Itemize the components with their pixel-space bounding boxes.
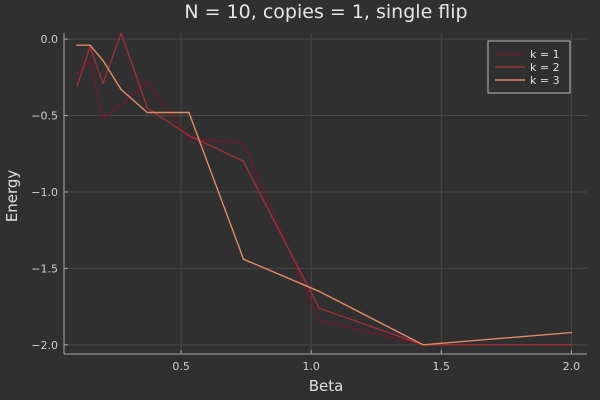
- chart-title: N = 10, copies = 1, single flip: [184, 1, 467, 23]
- series-k3-point-2: [102, 59, 104, 62]
- series-k3-point-4: [146, 111, 149, 114]
- series-k3-point-7: [318, 290, 320, 293]
- series-k2-point-0: [76, 85, 78, 88]
- axes: [63, 33, 587, 355]
- series: [76, 32, 573, 346]
- series-line-k2: [76, 32, 572, 346]
- y-tick-label-3: −1.5: [31, 262, 58, 275]
- series-line-k1: [76, 59, 572, 346]
- series-k2-point-6: [242, 160, 245, 163]
- series-k1-point-4: [146, 81, 149, 83]
- series-k2-point-7: [318, 307, 320, 309]
- legend-label-k3: k = 3: [530, 74, 560, 87]
- series-k3-point-1: [89, 44, 91, 46]
- series-k1-point-0: [76, 73, 78, 76]
- x-tick-label-3: 2.0: [563, 360, 581, 373]
- series-line-k3: [77, 44, 572, 346]
- series-k3-point-6: [242, 258, 245, 261]
- series-k1-point-1: [89, 59, 91, 62]
- y-tick-label-2: −1.0: [31, 186, 58, 199]
- series-k2-point-3: [120, 32, 122, 34]
- series-k3-point-5: [188, 111, 190, 114]
- x-tick-label-2: 1.5: [433, 360, 451, 373]
- series-k1-point-5: [188, 137, 190, 140]
- series-k2-point-2: [102, 82, 104, 85]
- series-k3-point-8: [422, 344, 424, 346]
- x-tick-label-1: 1.0: [302, 360, 320, 373]
- y-tick-label-1: −0.5: [31, 110, 58, 123]
- ticks: 0.5 1.0 1.5 2.0 0.0 −0.5 −1.0 −1.5 −2.0: [31, 33, 580, 373]
- legend-label-k2: k = 2: [530, 61, 560, 74]
- x-axis-title: Beta: [309, 377, 344, 395]
- y-tick-label-0: 0.0: [41, 33, 59, 46]
- y-tick-label-4: −2.0: [31, 339, 58, 352]
- x-tick-label-0: 0.5: [172, 360, 190, 373]
- y-axis-title: Energy: [3, 170, 21, 223]
- series-k3-point-3: [120, 88, 122, 91]
- series-k2-point-9: [570, 344, 573, 346]
- series-k1-point-2: [102, 117, 104, 120]
- series-k1-point-3: [120, 104, 122, 106]
- series-k1-point-6: [242, 142, 245, 144]
- series-k1-point-7: [318, 319, 320, 322]
- legend-label-k1: k = 1: [530, 48, 560, 61]
- series-k3-point-9: [570, 331, 573, 334]
- series-k2-point-5: [188, 134, 190, 137]
- series-k2-point-4: [146, 107, 149, 109]
- legend: k = 1 k = 2 k = 3: [487, 40, 571, 94]
- series-k3-point-0: [76, 44, 78, 46]
